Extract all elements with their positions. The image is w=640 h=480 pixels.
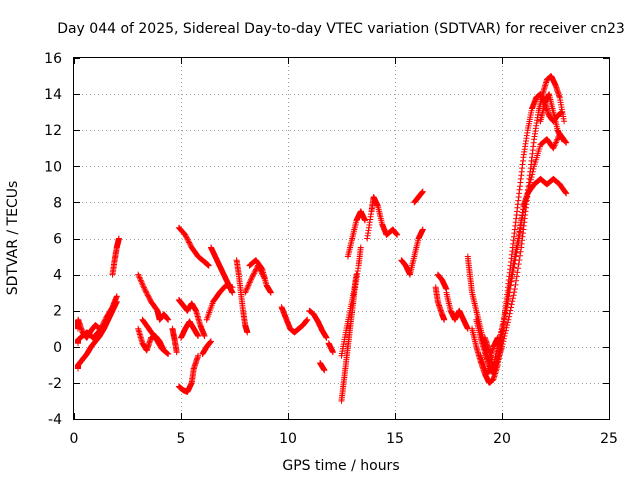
series-arc-18 — [242, 262, 268, 296]
series-arc-11 — [178, 318, 202, 341]
series-arc-36 — [481, 73, 568, 372]
data-point-markers — [169, 325, 180, 356]
series-arc-28 — [411, 188, 426, 206]
y-tick-label: 2 — [53, 304, 62, 320]
series-arc-19 — [278, 304, 311, 336]
data-point-markers — [203, 282, 236, 323]
series-arc-30 — [443, 289, 471, 332]
data-point-markers — [338, 271, 360, 359]
data-point-markers — [317, 360, 328, 374]
data-point-markers — [233, 257, 251, 336]
x-tick-label: 20 — [493, 431, 511, 447]
data-point-markers — [175, 224, 212, 269]
y-tick-label: 0 — [53, 340, 62, 356]
chart-title: Day 044 of 2025, Sidereal Day-to-day VTE… — [57, 21, 625, 37]
data-point-markers — [109, 235, 122, 278]
grid-lines — [74, 58, 609, 419]
data-point-markers — [338, 244, 364, 404]
y-axis-label: SDTVAR / TECUs — [5, 181, 21, 296]
data-point-markers — [411, 188, 426, 206]
y-tick-label: 10 — [44, 159, 62, 175]
series-arc-08 — [169, 325, 180, 356]
data-marks — [75, 73, 570, 404]
series-arc-29 — [432, 284, 448, 323]
series-arc-12 — [175, 224, 212, 269]
y-tick-label: -4 — [48, 412, 62, 428]
axis-ticks: 0 5 10 15 20 25 -4 -2 0 2 4 6 8 10 12 14 16 — [44, 51, 618, 447]
x-tick-label: 0 — [70, 431, 79, 447]
series-arc-04 — [109, 235, 122, 278]
data-point-markers — [481, 73, 568, 372]
series-arc-03 — [75, 293, 120, 347]
series-arc-13 — [199, 338, 214, 357]
series-arc-07 — [139, 316, 172, 357]
data-point-markers — [537, 91, 565, 143]
data-point-markers — [139, 316, 172, 357]
data-point-markers — [175, 296, 208, 339]
y-tick-label: 14 — [44, 87, 62, 103]
y-tick-label: 8 — [53, 195, 62, 211]
data-point-markers — [175, 352, 202, 395]
data-point-markers — [443, 289, 471, 332]
series-arc-06 — [135, 271, 172, 323]
data-point-markers — [398, 226, 426, 278]
data-point-markers — [75, 293, 120, 347]
data-point-markers — [344, 208, 368, 260]
plot-frame — [73, 57, 610, 420]
x-tick-label: 15 — [386, 431, 404, 447]
data-point-markers — [199, 338, 214, 357]
data-point-markers — [178, 318, 202, 341]
y-tick-label: 4 — [53, 268, 62, 284]
series-arc-27 — [398, 226, 426, 278]
series-arc-20 — [306, 307, 330, 341]
data-point-markers — [364, 194, 401, 242]
y-tick-label: 16 — [44, 51, 62, 67]
data-point-markers — [242, 262, 268, 296]
series-arc-25 — [344, 208, 368, 260]
x-tick-label: 10 — [279, 431, 297, 447]
series-arc-23 — [338, 244, 364, 404]
data-point-markers — [434, 271, 450, 292]
data-point-markers — [306, 307, 330, 341]
series-arc-22 — [325, 340, 336, 356]
series-arc-10 — [175, 296, 208, 339]
y-tick-label: 12 — [44, 123, 62, 139]
series-arc-21 — [317, 360, 328, 374]
series-arc-26 — [364, 194, 401, 242]
series-arc-31 — [434, 271, 450, 292]
data-point-markers — [278, 304, 311, 336]
series-arc-16 — [233, 257, 251, 336]
x-tick-label: 25 — [600, 431, 618, 447]
x-axis-label: GPS time / hours — [282, 458, 399, 474]
y-tick-label: 6 — [53, 232, 62, 248]
series-arc-37 — [537, 91, 565, 143]
data-point-markers — [325, 340, 336, 356]
series-arc-15 — [203, 282, 236, 323]
data-point-markers — [135, 271, 172, 323]
series-arc-24 — [338, 271, 360, 359]
x-tick-label: 5 — [177, 431, 186, 447]
y-tick-label: -2 — [48, 376, 62, 392]
series-arc-09 — [175, 352, 202, 395]
data-point-markers — [432, 284, 448, 323]
